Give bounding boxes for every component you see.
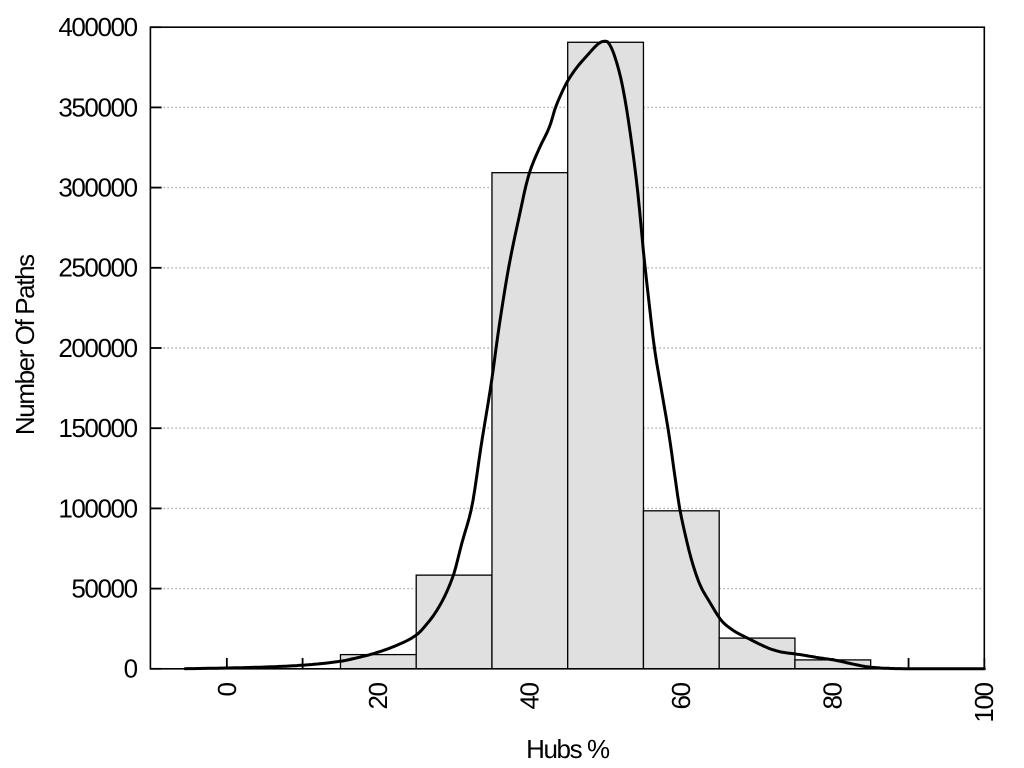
svg-text:Hubs %: Hubs % — [526, 734, 610, 764]
svg-text:200000: 200000 — [58, 333, 137, 363]
svg-text:80: 80 — [818, 682, 848, 709]
svg-text:0: 0 — [212, 682, 242, 696]
svg-text:60: 60 — [666, 682, 696, 709]
svg-text:40: 40 — [515, 682, 545, 709]
svg-text:350000: 350000 — [58, 92, 137, 122]
svg-text:Number Of Paths: Number Of Paths — [10, 254, 40, 435]
svg-text:300000: 300000 — [58, 173, 137, 203]
svg-text:250000: 250000 — [58, 253, 137, 283]
svg-text:100000: 100000 — [58, 493, 137, 523]
svg-text:400000: 400000 — [58, 12, 137, 42]
svg-text:150000: 150000 — [58, 413, 137, 443]
svg-text:0: 0 — [124, 654, 138, 684]
svg-text:50000: 50000 — [71, 574, 137, 604]
svg-text:20: 20 — [363, 682, 393, 709]
svg-text:100: 100 — [969, 682, 999, 722]
